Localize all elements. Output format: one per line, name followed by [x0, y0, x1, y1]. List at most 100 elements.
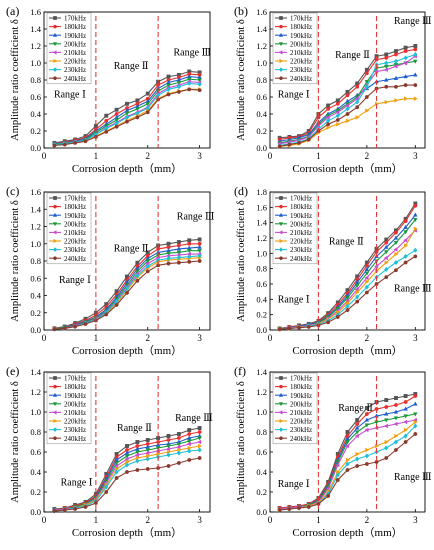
- legend-entry: 190kHz: [64, 212, 86, 220]
- y-tick-label: 0.4: [30, 467, 41, 477]
- y-axis-label: Amplitude ratio coefficient δ: [10, 200, 21, 322]
- data-point: [393, 235, 399, 240]
- data-point: [114, 469, 119, 475]
- data-point: [326, 125, 331, 130]
- y-tick-label: 1.8: [256, 187, 267, 197]
- y-tick-label: 0.2: [256, 487, 267, 497]
- region-label: Range Ⅰ: [278, 479, 310, 490]
- legend-marker: [279, 376, 283, 380]
- data-point: [364, 406, 369, 410]
- data-point: [287, 507, 292, 511]
- data-point: [354, 96, 359, 101]
- region-label: Range Ⅱ: [335, 50, 370, 61]
- y-tick-label: 1.6: [30, 187, 41, 197]
- data-point: [166, 74, 171, 79]
- data-point: [413, 432, 418, 436]
- data-point: [176, 260, 181, 265]
- data-point: [354, 433, 359, 439]
- data-point: [306, 324, 311, 329]
- legend-entry: 190kHz: [290, 212, 312, 220]
- data-point: [393, 439, 399, 445]
- data-point: [404, 427, 409, 433]
- data-point: [135, 468, 140, 472]
- legend-marker: [279, 196, 283, 200]
- data-point: [345, 461, 350, 467]
- data-point: [186, 435, 192, 440]
- legend-marker: [279, 418, 284, 424]
- data-point: [166, 444, 171, 449]
- y-tick-label: 0.2: [256, 126, 267, 136]
- legend-box: [272, 192, 318, 265]
- y-tick-label: 1.4: [30, 24, 41, 34]
- data-point: [73, 507, 78, 511]
- data-point: [383, 244, 389, 249]
- data-point: [145, 91, 150, 96]
- x-tick-label: 2: [146, 333, 151, 343]
- data-point: [403, 400, 408, 404]
- data-point: [134, 452, 139, 458]
- data-point: [145, 438, 150, 442]
- legend-entry: 200kHz: [64, 220, 86, 228]
- region-label: Range Ⅱ: [117, 423, 152, 434]
- y-tick-label: 0.0: [256, 325, 267, 335]
- y-axis-label: Amplitude ratio coefficient δ: [10, 381, 21, 503]
- y-tick-label: 1.2: [30, 387, 41, 397]
- x-tick-label: 1: [94, 151, 99, 161]
- legend-entry: 240kHz: [290, 255, 312, 263]
- data-point: [277, 144, 282, 149]
- legend-marker: [278, 222, 284, 227]
- data-point: [383, 67, 388, 73]
- data-point: [384, 405, 389, 409]
- region-label: Range Ⅰ: [54, 90, 86, 101]
- y-tick-label: 0.4: [30, 109, 41, 119]
- legend-entry: 180kHz: [64, 23, 86, 31]
- data-point: [384, 260, 389, 265]
- region-label: Range Ⅲ: [175, 413, 213, 424]
- region-label: Range Ⅰ: [59, 275, 91, 286]
- data-point: [394, 98, 399, 103]
- data-point: [413, 203, 418, 208]
- legend-entry: 200kHz: [290, 40, 312, 48]
- data-point: [176, 89, 181, 94]
- legend-marker: [52, 212, 58, 217]
- data-point: [364, 80, 370, 85]
- legend-entry: 230kHz: [290, 426, 312, 434]
- data-point: [166, 452, 171, 458]
- data-point: [166, 438, 171, 442]
- data-point: [383, 255, 388, 261]
- data-point: [197, 447, 202, 453]
- data-point: [383, 418, 389, 423]
- legend-marker: [278, 247, 284, 253]
- data-point: [187, 448, 192, 454]
- data-point: [355, 422, 360, 426]
- y-tick-label: 1.4: [30, 367, 41, 377]
- data-point: [287, 326, 292, 331]
- legend-marker: [52, 42, 58, 47]
- legend-box: [272, 372, 318, 445]
- data-point: [176, 461, 181, 465]
- legend-entry: 220kHz: [64, 58, 86, 66]
- chart-panel: 0 1 2 3 0.0 0.2 0.4 0.6 0.8 1.0 1.2 1.4 1.6 Corrosion…: [10, 187, 215, 357]
- data-point: [345, 112, 350, 116]
- y-tick-label: 1.6: [30, 7, 41, 17]
- legend-box: [46, 372, 92, 445]
- data-point: [393, 247, 398, 252]
- x-tick-label: 3: [197, 333, 202, 343]
- data-point: [62, 142, 67, 147]
- data-point: [403, 55, 408, 61]
- data-point: [384, 456, 389, 460]
- legend-entry: 240kHz: [290, 435, 312, 443]
- legend-entry: 230kHz: [290, 246, 312, 254]
- legend-marker: [53, 16, 57, 20]
- legend-marker: [53, 76, 57, 81]
- data-point: [383, 77, 389, 82]
- data-point: [135, 458, 140, 464]
- data-point: [384, 445, 389, 451]
- legend-marker: [53, 58, 58, 64]
- data-point: [197, 237, 202, 242]
- data-point: [297, 325, 302, 330]
- data-point: [365, 279, 370, 284]
- legend-marker: [53, 196, 57, 200]
- legend-entry: 240kHz: [64, 255, 86, 263]
- data-point: [145, 105, 150, 111]
